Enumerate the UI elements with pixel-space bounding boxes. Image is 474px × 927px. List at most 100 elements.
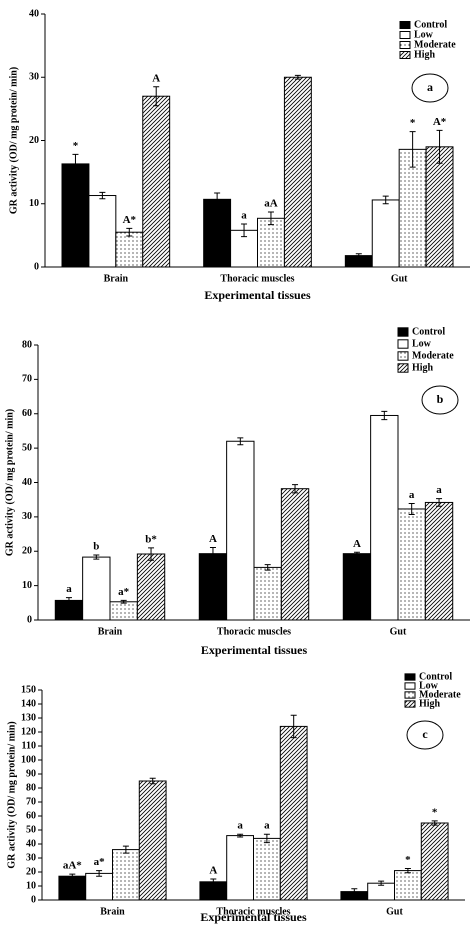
legend-label: Moderate: [414, 39, 456, 50]
legend-swatch: [399, 21, 411, 29]
error-bar: [436, 129, 443, 164]
y-tick-label: 130: [21, 712, 36, 723]
annotation: b*: [145, 533, 157, 545]
y-tick-label: 10: [29, 198, 39, 209]
legend-swatch: [404, 700, 416, 708]
y-tick-label: 30: [22, 511, 32, 522]
annotation: *: [405, 854, 411, 866]
y-tick-label: 90: [26, 768, 36, 779]
y-tick-label: 50: [26, 824, 36, 835]
error-bar: [353, 551, 360, 556]
x-tick-label: Brain: [100, 906, 125, 917]
y-tick-label: 70: [26, 796, 36, 807]
legend-label: High: [412, 362, 434, 373]
error-bar: [409, 131, 416, 168]
y-tick-label: 40: [22, 477, 32, 488]
y-tick-label: 60: [22, 408, 32, 419]
annotation: A: [353, 538, 361, 550]
error-bar: [120, 599, 127, 604]
x-tick-label: Thoracic muscles: [220, 273, 294, 284]
bar: [397, 508, 426, 621]
y-tick-label: 40: [26, 838, 36, 849]
error-bar: [149, 777, 156, 785]
y-tick-label: 70: [22, 374, 32, 385]
y-tick-label: 20: [26, 866, 36, 877]
legend-label: Control: [412, 326, 445, 337]
bar: [371, 199, 400, 268]
legend-swatch: [399, 41, 411, 49]
y-tick-label: 100: [21, 754, 36, 765]
panel-label: b: [437, 392, 444, 406]
annotation: A: [152, 72, 160, 84]
bar: [280, 488, 310, 621]
legend-label: Low: [412, 338, 432, 349]
error-bar: [237, 833, 244, 838]
error-bar: [378, 880, 385, 886]
bar: [112, 849, 140, 901]
error-bar: [294, 74, 301, 80]
bar: [424, 501, 454, 621]
y-axis-label: GR activity (OD/ mg protein/ min): [6, 721, 17, 868]
bar: [115, 231, 144, 268]
error-bar: [431, 820, 438, 826]
bar: [394, 870, 422, 901]
annotation: a: [409, 489, 415, 501]
y-tick-label: 150: [21, 684, 36, 695]
annotation: b: [93, 541, 99, 553]
bar: [253, 837, 281, 901]
error-bar: [126, 227, 133, 237]
legend-swatch: [399, 31, 411, 39]
bar: [283, 76, 312, 268]
bar: [257, 217, 285, 268]
error-bar: [153, 86, 160, 107]
y-tick-label: 20: [29, 135, 39, 146]
x-axis-label: Experimental tissues: [204, 288, 311, 302]
y-tick-label: 20: [22, 546, 32, 557]
legend-label: Low: [414, 29, 434, 40]
legend-swatch: [404, 691, 416, 699]
panel-circle: [406, 720, 444, 750]
bar: [425, 146, 454, 268]
error-bar: [381, 410, 388, 421]
bar: [279, 725, 308, 901]
bar: [420, 822, 449, 901]
bar: [342, 553, 372, 621]
x-tick-label: Brain: [104, 273, 129, 284]
bar: [226, 835, 255, 901]
bar: [109, 601, 138, 621]
annotation: A*: [433, 116, 447, 128]
legend-label: Control: [419, 671, 452, 682]
error-bar: [93, 554, 100, 560]
bar: [85, 872, 113, 901]
legend-label: High: [419, 698, 441, 709]
panel-label: c: [422, 727, 428, 741]
error-bar: [436, 498, 443, 507]
y-tick-label: 0: [27, 614, 32, 625]
bar: [253, 566, 282, 621]
legend-label: Control: [414, 19, 447, 30]
y-tick-label: 50: [22, 442, 32, 453]
x-axis-label: Experimental tissues: [200, 910, 307, 924]
error-bar: [214, 192, 221, 207]
y-tick-label: 10: [22, 580, 32, 591]
annotation: *: [432, 806, 438, 818]
bar: [138, 780, 167, 901]
y-tick-label: 140: [21, 698, 36, 709]
y-tick-label: 0: [34, 261, 39, 272]
annotation: A*: [123, 214, 137, 226]
y-tick-label: 40: [29, 8, 39, 19]
panel-label: a: [427, 80, 433, 94]
panel-circle: [411, 73, 449, 103]
error-bar: [351, 888, 358, 895]
bar: [142, 95, 171, 268]
annotation: a: [436, 484, 442, 496]
bar: [82, 556, 111, 621]
error-bar: [65, 597, 72, 604]
y-tick-label: 10: [26, 880, 36, 891]
bar: [136, 553, 166, 621]
y-axis-label: GR activity (OD/ mg protein/ min): [4, 409, 15, 556]
annotation: a*: [94, 856, 106, 868]
annotation: aA*: [63, 860, 82, 872]
bar: [370, 414, 399, 621]
